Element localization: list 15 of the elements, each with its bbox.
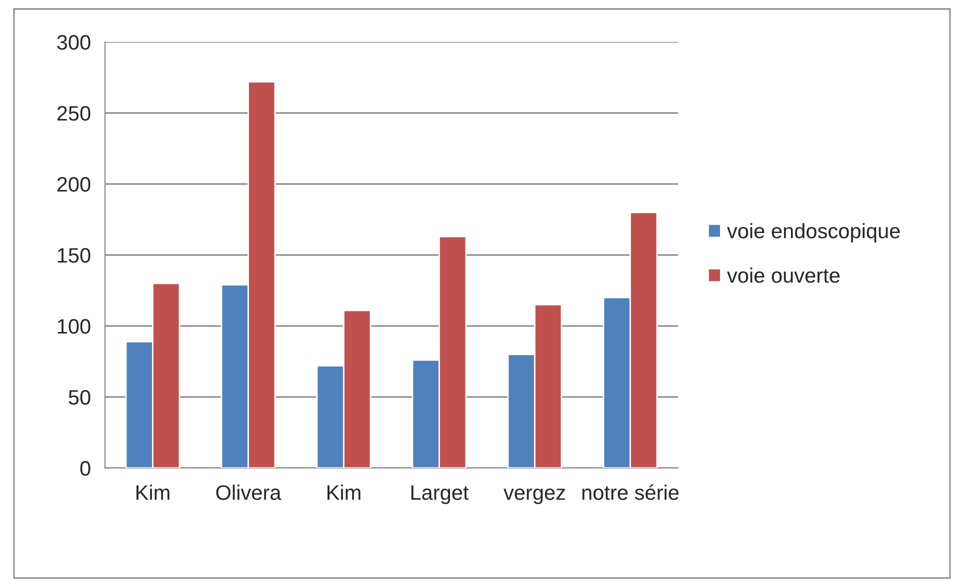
y-tick-label: 200 xyxy=(57,177,90,192)
x-tick-label: Kim xyxy=(328,484,360,500)
y-tick-label: 100 xyxy=(58,319,90,334)
legend-label: voie endoscopique xyxy=(727,223,900,242)
x-tick-label: Olivera xyxy=(216,484,282,500)
y-tick-label: 300 xyxy=(57,35,90,50)
y-tick-label: 150 xyxy=(58,248,90,263)
x-tick-label: notre série xyxy=(582,484,679,500)
legend-label: voie ouverte xyxy=(727,268,840,283)
x-tick-label: vergez xyxy=(504,488,565,504)
y-tick-label: 0 xyxy=(80,461,90,476)
y-tick-label: 250 xyxy=(57,106,90,121)
x-tick-label: Kim xyxy=(136,484,170,500)
x-tick-label: Larget xyxy=(411,485,469,504)
y-tick-label: 50 xyxy=(68,390,90,405)
